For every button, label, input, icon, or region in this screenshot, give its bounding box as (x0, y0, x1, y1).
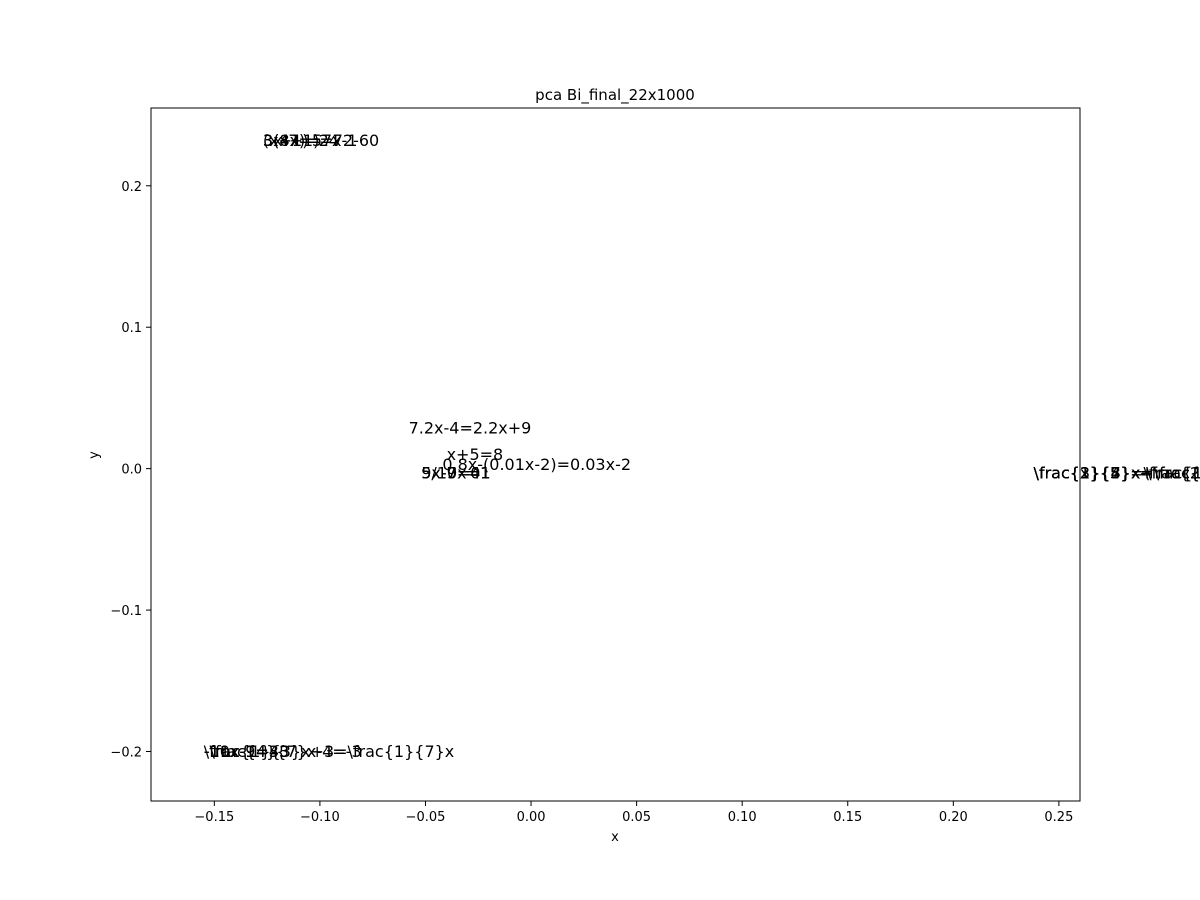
x-tick-label: −0.05 (406, 810, 446, 825)
x-tick-label: 0.15 (833, 810, 862, 825)
point-label: 5x-7=4 (421, 464, 480, 483)
chart-title: pca Bi_final_22x1000 (535, 86, 695, 105)
point-label: -10x-9=3 (204, 742, 279, 761)
point-label: -\frac{4}{7}x-4=-3 (204, 742, 362, 761)
point-label: 3(8+1)=72-60 (263, 131, 379, 150)
point-label: \frac{1}{8}x+\frac{1}{2}=\frac{3}{4} (1034, 464, 1200, 483)
y-axis: −0.2 −0.1 0.0 0.1 0.2 (110, 180, 151, 761)
x-tick-label: 0.10 (728, 810, 757, 825)
x-tick-label: −0.15 (194, 810, 234, 825)
x-axis-label: x (611, 830, 619, 845)
point-label: \frac{2}{7}x-\frac{1}{3}=\frac{5}{6} (1034, 464, 1200, 483)
point-label: 9/10x=1 (421, 464, 490, 483)
y-tick-label: −0.2 (110, 746, 142, 761)
x-tick-label: 0.20 (939, 810, 968, 825)
point-label: 7.2x-4=2.2x+9 (409, 418, 532, 437)
point-label: \frac{1}{3}x+3=\frac{1}{7}x (204, 742, 455, 761)
point-label: \frac{3}{4}x=\frac{1}{2} (1034, 464, 1200, 483)
y-tick-label: 0.0 (121, 463, 142, 478)
x-tick-label: 0.00 (517, 810, 546, 825)
point-label: 3(4x)=24 (263, 131, 339, 150)
y-tick-label: −0.1 (110, 604, 142, 619)
y-tick-label: 0.2 (121, 180, 142, 195)
x-tick-label: 0.05 (622, 810, 651, 825)
point-label: 5x-9=01 (421, 464, 490, 483)
y-tick-label: 0.1 (121, 321, 142, 336)
y-axis-label: y (87, 451, 102, 459)
x-axis: −0.15 −0.10 −0.05 0.00 0.05 0.10 0.15 0.20 0.25 (194, 801, 1073, 825)
x-tick-label: −0.10 (300, 810, 340, 825)
x-tick-label: 0.25 (1044, 810, 1073, 825)
plot-area (150, 107, 1081, 802)
point-label: -11x-1=43 (204, 742, 289, 761)
point-label: (x+1)=7x-1 (263, 131, 358, 150)
point-label: 3x-7=5 (263, 131, 322, 150)
point-label: \frac{x}{5}=\frac{2}{3} (1034, 464, 1200, 483)
point-label: x+5=8 (447, 445, 504, 464)
point-label: 0.8x-(0.01x-2)=0.03x-2 (442, 455, 631, 474)
